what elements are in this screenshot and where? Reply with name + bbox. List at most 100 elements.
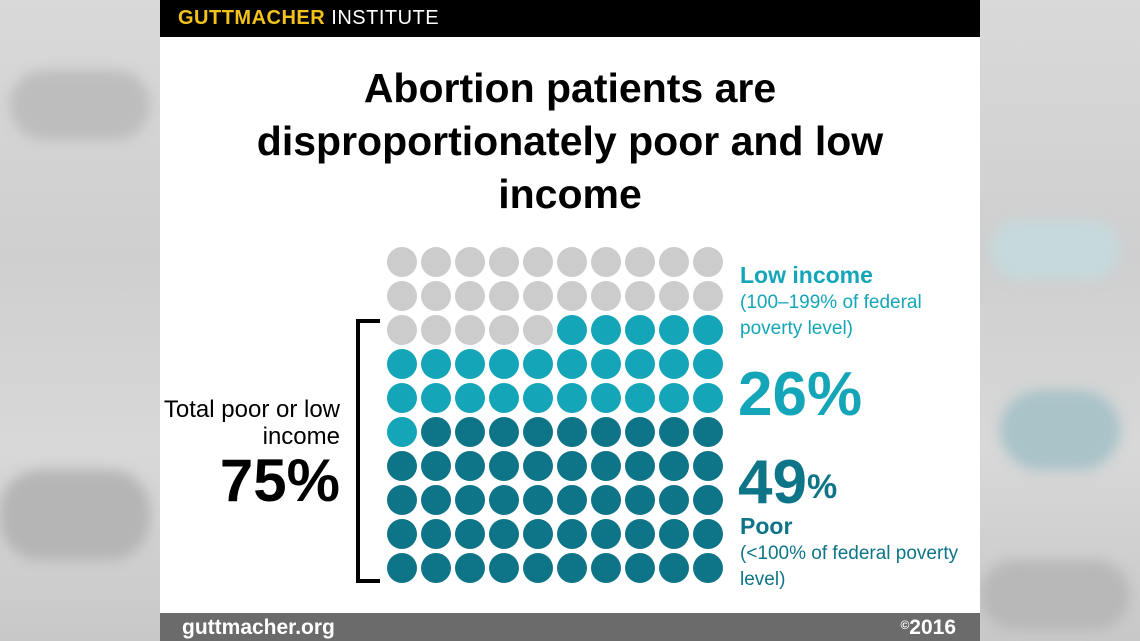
bracket-top bbox=[356, 319, 380, 323]
waffle-dot-poor bbox=[659, 417, 689, 447]
footer-copyright: ©2016 bbox=[900, 616, 956, 640]
waffle-dot-other bbox=[455, 281, 485, 311]
footer-url: guttmacher.org bbox=[182, 616, 335, 639]
waffle-dot-other bbox=[387, 281, 417, 311]
waffle-dot-poor bbox=[387, 519, 417, 549]
brand-name-bold: GUTTMACHER bbox=[178, 7, 326, 29]
waffle-chart bbox=[387, 247, 723, 583]
total-value: 75% bbox=[219, 447, 340, 514]
waffle-dot-other bbox=[659, 281, 689, 311]
waffle-dot-poor bbox=[659, 451, 689, 481]
waffle-dot-other bbox=[489, 315, 519, 345]
waffle-dot-poor bbox=[523, 451, 553, 481]
waffle-dot-poor bbox=[693, 553, 723, 583]
waffle-dot-poor bbox=[387, 451, 417, 481]
waffle-dot-low-income bbox=[693, 315, 723, 345]
waffle-dot-poor bbox=[421, 485, 451, 515]
waffle-dot-other bbox=[455, 247, 485, 277]
brand-logo: GUTTMACHER INSTITUTE bbox=[178, 7, 439, 29]
waffle-dot-poor bbox=[625, 485, 655, 515]
waffle-dot-other bbox=[625, 281, 655, 311]
bracket-bottom bbox=[356, 579, 380, 583]
low-income-value: 26% bbox=[738, 360, 863, 429]
waffle-dot-low-income bbox=[557, 315, 587, 345]
waffle-dot-low-income bbox=[591, 383, 621, 413]
total-label: Total poor or low income bbox=[163, 396, 340, 450]
waffle-dot-other bbox=[523, 247, 553, 277]
poor-value: 49% bbox=[738, 448, 837, 518]
header-bar: GUTTMACHER INSTITUTE bbox=[160, 0, 980, 37]
waffle-dot-poor bbox=[591, 553, 621, 583]
waffle-dot-other bbox=[489, 247, 519, 277]
chart-title: Abortion patients are disproportionately… bbox=[256, 65, 884, 217]
waffle-dot-poor bbox=[421, 553, 451, 583]
waffle-dot-poor bbox=[625, 519, 655, 549]
waffle-dot-low-income bbox=[455, 349, 485, 379]
waffle-dot-low-income bbox=[625, 383, 655, 413]
waffle-dot-low-income bbox=[489, 349, 519, 379]
waffle-dot-low-income bbox=[489, 383, 519, 413]
waffle-dot-poor bbox=[591, 417, 621, 447]
waffle-dot-other bbox=[693, 247, 723, 277]
waffle-dot-poor bbox=[421, 417, 451, 447]
waffle-dot-poor bbox=[489, 519, 519, 549]
waffle-dot-poor bbox=[557, 417, 587, 447]
poor-value-percent: % bbox=[806, 468, 838, 506]
waffle-dot-poor bbox=[523, 519, 553, 549]
waffle-dot-poor bbox=[557, 553, 587, 583]
waffle-dot-poor bbox=[659, 519, 689, 549]
waffle-dot-low-income bbox=[659, 383, 689, 413]
waffle-dot-poor bbox=[625, 417, 655, 447]
waffle-dot-low-income bbox=[523, 383, 553, 413]
waffle-dot-low-income bbox=[693, 349, 723, 379]
waffle-dot-poor bbox=[693, 519, 723, 549]
waffle-dot-low-income bbox=[523, 349, 553, 379]
blurred-background-right bbox=[980, 0, 1140, 641]
waffle-dot-poor bbox=[557, 485, 587, 515]
waffle-dot-poor bbox=[455, 519, 485, 549]
blurred-background-left bbox=[0, 0, 160, 641]
waffle-dot-poor bbox=[557, 519, 587, 549]
waffle-dot-poor bbox=[591, 485, 621, 515]
waffle-dot-other bbox=[523, 281, 553, 311]
low-income-title: Low income bbox=[740, 262, 873, 288]
waffle-dot-low-income bbox=[659, 315, 689, 345]
waffle-dot-poor bbox=[659, 553, 689, 583]
waffle-dot-other bbox=[625, 247, 655, 277]
waffle-dot-other bbox=[489, 281, 519, 311]
waffle-dot-low-income bbox=[557, 349, 587, 379]
waffle-dot-low-income bbox=[387, 383, 417, 413]
waffle-dot-other bbox=[523, 315, 553, 345]
waffle-dot-poor bbox=[523, 417, 553, 447]
waffle-dot-low-income bbox=[591, 349, 621, 379]
waffle-dot-poor bbox=[693, 451, 723, 481]
bracket-vertical bbox=[356, 319, 360, 583]
waffle-dot-poor bbox=[489, 553, 519, 583]
waffle-dot-low-income bbox=[557, 383, 587, 413]
waffle-dot-poor bbox=[659, 485, 689, 515]
waffle-dot-low-income bbox=[659, 349, 689, 379]
waffle-dot-poor bbox=[455, 417, 485, 447]
waffle-dot-poor bbox=[625, 553, 655, 583]
waffle-dot-other bbox=[421, 247, 451, 277]
waffle-dot-poor bbox=[455, 485, 485, 515]
waffle-dot-low-income bbox=[625, 349, 655, 379]
waffle-dot-poor bbox=[693, 417, 723, 447]
waffle-dot-other bbox=[455, 315, 485, 345]
infographic-card: GUTTMACHER INSTITUTE Abortion patients a… bbox=[160, 0, 980, 641]
copyright-year: 2016 bbox=[909, 616, 956, 639]
copyright-symbol: © bbox=[900, 618, 910, 632]
footer-bar: guttmacher.org ©2016 bbox=[160, 613, 980, 641]
waffle-dot-poor bbox=[625, 451, 655, 481]
waffle-dot-poor bbox=[421, 451, 451, 481]
waffle-dot-poor bbox=[557, 451, 587, 481]
low-income-description: (100–199% of federal poverty level) bbox=[740, 292, 922, 339]
waffle-dot-other bbox=[659, 247, 689, 277]
poor-value-number: 49 bbox=[738, 448, 807, 517]
waffle-dot-other bbox=[421, 315, 451, 345]
waffle-dot-low-income bbox=[591, 315, 621, 345]
waffle-dot-poor bbox=[489, 417, 519, 447]
waffle-dot-low-income bbox=[693, 383, 723, 413]
waffle-dot-poor bbox=[421, 519, 451, 549]
brand-name-regular: INSTITUTE bbox=[331, 7, 440, 29]
